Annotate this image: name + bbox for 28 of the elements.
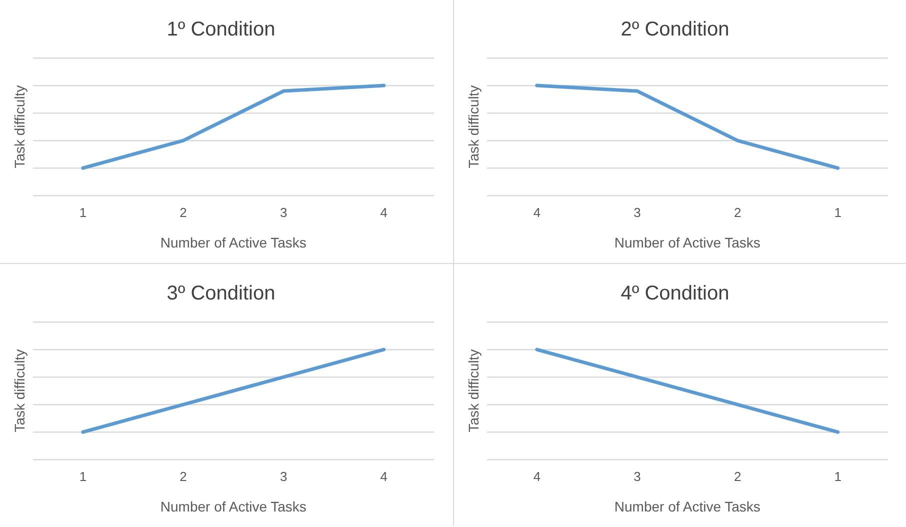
x-axis-title: Number of Active Tasks: [160, 498, 306, 514]
chart-title: 3º Condition: [166, 282, 276, 305]
x-tick-label: 4: [533, 204, 541, 220]
chart-title: 2º Condition: [620, 18, 730, 41]
x-tick-label: 1: [834, 204, 842, 220]
x-tick-label: 3: [280, 204, 288, 220]
x-tick-label: 2: [734, 204, 742, 220]
x-tick-label: 3: [280, 468, 288, 484]
x-tick-label: 2: [180, 468, 187, 484]
x-tick-label: 4: [380, 204, 388, 220]
y-axis-title: Task difficulty: [465, 85, 482, 168]
x-tick-label: 3: [634, 204, 641, 220]
x-tick-label: 2: [180, 204, 187, 220]
x-axis-title: Number of Active Tasks: [160, 234, 306, 250]
x-tick-label: 4: [533, 468, 541, 484]
y-axis-title: Task difficulty: [11, 349, 28, 432]
x-axis-title: Number of Active Tasks: [614, 234, 760, 250]
x-tick-label: 1: [79, 468, 87, 484]
x-tick-label: 4: [380, 468, 388, 484]
x-axis-title: Number of Active Tasks: [614, 498, 760, 514]
x-tick-label: 2: [734, 468, 742, 484]
y-axis-title: Task difficulty: [465, 349, 482, 432]
chart-title: 1º Condition: [166, 18, 276, 41]
x-tick-label: 3: [634, 468, 641, 484]
x-tick-label: 1: [79, 204, 87, 220]
chart-title: 4º Condition: [620, 282, 730, 305]
y-axis-title: Task difficulty: [11, 85, 28, 168]
x-tick-label: 1: [834, 468, 842, 484]
